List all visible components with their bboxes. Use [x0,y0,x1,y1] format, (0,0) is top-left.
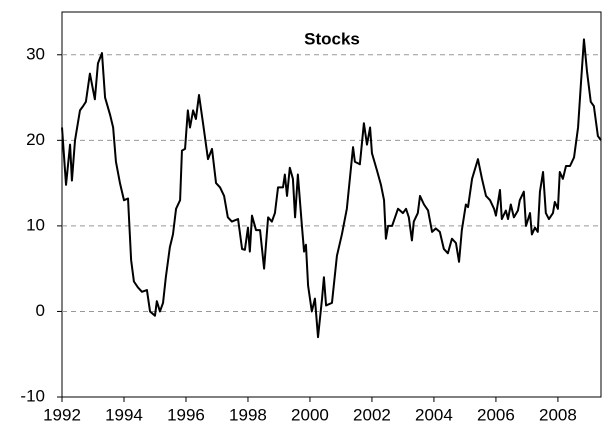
x-tick-label: 1998 [229,405,267,424]
x-tick-label: 2008 [539,405,577,424]
y-tick-label: 10 [26,215,45,234]
x-tick-label: 2004 [415,405,453,424]
x-tick-label: 1994 [105,405,143,424]
chart-title: Stocks [304,29,360,48]
plot-frame [61,11,602,398]
y-tick-label: 20 [26,130,45,149]
y-tick-label: -10 [20,386,45,405]
y-tick-label: 0 [36,301,45,320]
x-tick-label: 2002 [353,405,391,424]
data-line [61,38,602,339]
x-tick-label: 1996 [167,405,205,424]
y-tick-label: 30 [26,44,45,63]
x-tick-label: 1992 [43,405,81,424]
x-tick-label: 2000 [291,405,329,424]
x-tick-label: 2006 [477,405,515,424]
